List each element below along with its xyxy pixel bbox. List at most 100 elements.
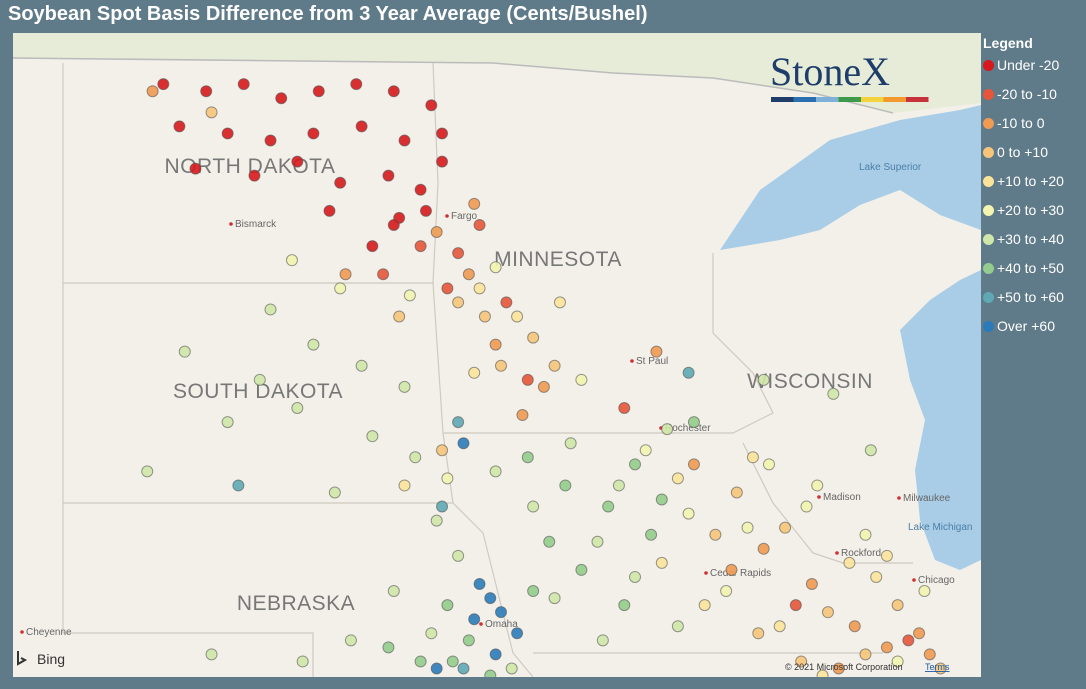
basis-point bbox=[307, 127, 320, 140]
legend-label: Over +60 bbox=[997, 318, 1055, 334]
basis-point bbox=[618, 599, 631, 612]
basis-point bbox=[891, 599, 904, 612]
basis-point bbox=[864, 444, 877, 457]
basis-point bbox=[205, 648, 218, 661]
basis-point bbox=[452, 416, 465, 429]
basis-point bbox=[200, 85, 213, 98]
basis-point bbox=[655, 556, 668, 569]
basis-point bbox=[237, 78, 250, 91]
basis-point bbox=[527, 585, 540, 598]
basis-point bbox=[425, 99, 438, 112]
state-label: SOUTH DAKOTA bbox=[173, 380, 343, 403]
city-label: Omaha bbox=[485, 619, 518, 630]
basis-point bbox=[189, 162, 202, 175]
basis-point bbox=[355, 359, 368, 372]
legend-label: 0 to +10 bbox=[997, 144, 1048, 160]
basis-point bbox=[296, 655, 309, 668]
basis-point bbox=[366, 430, 379, 443]
basis-point bbox=[800, 500, 813, 513]
city-label: Cedar Rapids bbox=[710, 568, 771, 579]
basis-point bbox=[457, 662, 470, 675]
legend-swatch bbox=[983, 147, 994, 158]
basis-point bbox=[146, 85, 159, 98]
basis-point bbox=[473, 282, 486, 295]
basis-point bbox=[452, 549, 465, 562]
city-marker bbox=[229, 222, 233, 226]
basis-point bbox=[575, 373, 588, 386]
legend-entry[interactable]: -20 to -10 bbox=[983, 86, 1064, 115]
legend-entry[interactable]: +30 to +40 bbox=[983, 231, 1064, 260]
basis-point bbox=[334, 282, 347, 295]
canada bbox=[13, 33, 981, 113]
basis-point bbox=[596, 634, 609, 647]
basis-point bbox=[275, 92, 288, 105]
basis-point bbox=[484, 592, 497, 605]
legend-entry[interactable]: -10 to 0 bbox=[983, 115, 1064, 144]
logo-stripe bbox=[793, 97, 816, 102]
basis-point bbox=[468, 366, 481, 379]
basis-point bbox=[430, 662, 443, 675]
basis-point bbox=[419, 204, 432, 217]
basis-point bbox=[221, 127, 234, 140]
basis-point bbox=[436, 444, 449, 457]
basis-point bbox=[377, 268, 390, 281]
city-marker bbox=[835, 551, 839, 555]
basis-point bbox=[816, 669, 829, 677]
basis-point bbox=[441, 599, 454, 612]
legend-swatch bbox=[983, 89, 994, 100]
legend-swatch bbox=[983, 234, 994, 245]
basis-point bbox=[805, 578, 818, 590]
basis-point bbox=[452, 296, 465, 309]
basis-point bbox=[730, 486, 743, 499]
basis-point bbox=[473, 578, 486, 590]
basis-point bbox=[382, 641, 395, 654]
basis-point bbox=[752, 627, 765, 640]
basis-point bbox=[870, 570, 883, 583]
logo-stripe bbox=[771, 97, 794, 102]
basis-point bbox=[141, 465, 154, 478]
basis-point bbox=[629, 458, 641, 471]
city-marker bbox=[630, 359, 634, 363]
logo-stripe bbox=[883, 97, 906, 102]
basis-point bbox=[441, 282, 454, 295]
legend-entry[interactable]: +50 to +60 bbox=[983, 289, 1064, 318]
basis-point bbox=[548, 592, 561, 605]
basis-point bbox=[650, 345, 663, 358]
border bbox=[13, 57, 894, 114]
legend-entry[interactable]: +20 to +30 bbox=[983, 202, 1064, 231]
basis-point bbox=[291, 155, 304, 168]
basis-point bbox=[478, 310, 491, 323]
legend-entry[interactable]: Under -20 bbox=[983, 57, 1064, 86]
city-marker bbox=[704, 571, 708, 575]
basis-point bbox=[682, 366, 695, 379]
legend-swatch bbox=[983, 321, 994, 332]
basis-point bbox=[221, 416, 234, 429]
city-label: Madison bbox=[823, 492, 861, 503]
basis-point bbox=[436, 127, 449, 140]
legend-swatch bbox=[983, 292, 994, 303]
basis-point bbox=[891, 655, 904, 668]
basis-point bbox=[414, 655, 427, 668]
basis-point bbox=[178, 345, 191, 358]
legend-entry[interactable]: Over +60 bbox=[983, 318, 1064, 347]
legend-swatch bbox=[983, 60, 994, 71]
basis-point bbox=[559, 479, 572, 492]
basis-point bbox=[629, 570, 641, 583]
legend-label: +10 to +20 bbox=[997, 173, 1064, 189]
basis-point bbox=[671, 620, 684, 633]
land bbox=[13, 33, 981, 677]
basis-point bbox=[763, 458, 775, 471]
basis-point bbox=[661, 423, 674, 436]
basis-point bbox=[757, 373, 770, 386]
terms: Terms bbox=[925, 662, 950, 672]
basis-point bbox=[387, 218, 400, 231]
legend-entry[interactable]: +40 to +50 bbox=[983, 260, 1064, 289]
city-label: Rochester bbox=[665, 423, 711, 434]
basis-point bbox=[612, 479, 625, 492]
legend-entry[interactable]: +10 to +20 bbox=[983, 173, 1064, 202]
legend-entry[interactable]: 0 to +10 bbox=[983, 144, 1064, 173]
basis-point bbox=[366, 240, 379, 253]
basis-point bbox=[639, 444, 652, 457]
basis-point bbox=[441, 472, 454, 485]
basis-point bbox=[462, 634, 475, 647]
